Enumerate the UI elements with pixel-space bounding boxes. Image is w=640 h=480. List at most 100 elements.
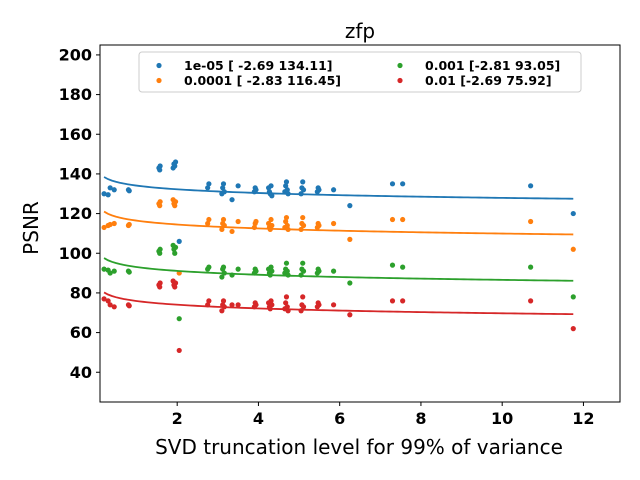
data-point-series-2-5 xyxy=(126,269,132,275)
data-point-series-2-38 xyxy=(300,268,307,274)
data-point-series-2-34 xyxy=(285,272,291,278)
data-point-series-1-21 xyxy=(235,218,241,225)
data-point-series-1-35 xyxy=(298,226,304,233)
data-point-series-3-33 xyxy=(284,304,290,310)
data-point-series-0-20 xyxy=(229,197,235,203)
data-point-series-3-21 xyxy=(235,302,241,308)
data-point-series-3-20 xyxy=(229,302,235,308)
data-point-series-0-38 xyxy=(300,187,307,193)
data-point-series-1-18 xyxy=(220,216,227,223)
y-axis-label: PSNR xyxy=(19,201,43,255)
y-tick-label-80: 80 xyxy=(70,283,92,302)
data-point-series-0-29 xyxy=(269,193,275,199)
data-point-series-0-42 xyxy=(330,187,337,193)
data-point-series-1-16 xyxy=(219,226,225,233)
data-point-series-3-38 xyxy=(300,304,307,310)
y-tick-label-180: 180 xyxy=(59,85,92,104)
data-point-series-1-34 xyxy=(285,226,291,233)
x-tick-label-10: 10 xyxy=(491,409,513,428)
data-point-series-0-46 xyxy=(528,183,534,189)
data-point-series-1-42 xyxy=(330,220,337,227)
legend-marker-2 xyxy=(397,62,403,69)
data-point-series-3-18 xyxy=(220,298,227,304)
data-point-series-0-0 xyxy=(101,191,107,197)
data-point-series-3-0 xyxy=(101,296,107,302)
y-tick-label-100: 100 xyxy=(59,244,92,263)
legend-marker-1 xyxy=(156,77,162,84)
data-point-series-2-2 xyxy=(107,270,113,276)
y-tick-label-200: 200 xyxy=(59,45,92,64)
data-point-series-3-5 xyxy=(126,303,132,309)
data-point-series-1-0 xyxy=(101,224,107,231)
data-point-series-2-43 xyxy=(347,280,353,286)
data-point-series-0-33 xyxy=(284,187,290,193)
data-point-series-0-15 xyxy=(206,181,212,187)
y-tick-label-140: 140 xyxy=(59,164,92,183)
fit-line-series-2 xyxy=(103,257,574,282)
data-point-series-1-19 xyxy=(221,222,227,229)
x-tick-label-12: 12 xyxy=(572,409,594,428)
data-point-series-2-16 xyxy=(219,274,225,280)
data-point-series-0-32 xyxy=(283,179,290,185)
data-point-series-3-19 xyxy=(221,304,227,310)
y-tick-label-60: 60 xyxy=(70,323,92,342)
data-point-series-0-12 xyxy=(172,159,179,165)
legend-label-3: 0.01 [-2.69 75.92] xyxy=(425,73,552,88)
data-point-series-0-41 xyxy=(316,187,322,193)
data-point-series-3-43 xyxy=(347,312,353,318)
data-point-series-3-45 xyxy=(400,298,406,304)
data-point-series-3-42 xyxy=(330,302,337,308)
data-point-series-3-47 xyxy=(570,326,576,332)
data-point-series-2-21 xyxy=(235,266,241,272)
data-point-series-1-12 xyxy=(172,199,179,205)
axes-frame xyxy=(99,44,621,403)
data-point-series-3-35 xyxy=(298,308,304,314)
data-point-series-1-45 xyxy=(400,216,406,223)
data-point-series-1-29 xyxy=(269,222,275,229)
data-point-series-2-47 xyxy=(570,294,576,300)
data-point-series-0-47 xyxy=(570,210,576,217)
data-point-series-2-15 xyxy=(206,264,212,270)
data-point-series-1-41 xyxy=(316,222,322,229)
data-point-series-1-46 xyxy=(528,218,534,225)
data-point-series-2-20 xyxy=(229,272,235,278)
data-point-series-2-18 xyxy=(220,264,227,270)
data-point-series-2-35 xyxy=(298,272,304,278)
data-point-series-3-16 xyxy=(219,308,225,314)
data-point-series-1-7 xyxy=(157,203,163,209)
data-point-series-0-35 xyxy=(298,191,304,197)
legend: 1e-05 [ -2.69 134.11]0.0001 [ -2.83 116.… xyxy=(138,51,582,93)
data-point-series-3-13 xyxy=(176,347,182,354)
chart-title: zfp xyxy=(345,19,375,43)
data-point-series-2-12 xyxy=(172,244,179,250)
data-point-series-1-32 xyxy=(283,214,290,221)
data-point-series-2-13 xyxy=(176,316,182,322)
y-tick-label-160: 160 xyxy=(59,125,92,144)
data-point-series-1-11 xyxy=(172,203,178,209)
data-point-series-0-21 xyxy=(235,183,241,189)
data-point-series-2-27 xyxy=(267,272,273,278)
data-point-series-1-28 xyxy=(268,216,274,223)
legend-marker-3 xyxy=(397,77,403,84)
data-point-series-0-13 xyxy=(176,238,182,244)
data-point-series-3-2 xyxy=(107,302,113,308)
data-point-series-2-24 xyxy=(253,268,259,274)
data-point-series-3-29 xyxy=(269,302,275,308)
data-point-series-2-3 xyxy=(111,268,117,274)
data-point-series-3-8 xyxy=(157,280,163,286)
data-point-series-0-24 xyxy=(253,187,259,193)
data-point-series-1-8 xyxy=(157,199,163,205)
data-point-series-2-19 xyxy=(221,270,227,276)
data-point-series-3-32 xyxy=(283,294,290,300)
data-point-series-2-29 xyxy=(269,268,275,274)
data-point-series-3-27 xyxy=(267,306,273,312)
data-point-series-2-41 xyxy=(316,268,322,274)
data-point-series-2-8 xyxy=(157,246,163,252)
data-point-series-2-33 xyxy=(284,268,290,274)
data-point-series-0-28 xyxy=(268,183,274,189)
data-point-series-0-44 xyxy=(389,181,396,187)
data-point-series-0-31 xyxy=(283,183,289,189)
data-point-series-0-1 xyxy=(105,192,111,198)
data-point-series-3-24 xyxy=(253,302,259,308)
